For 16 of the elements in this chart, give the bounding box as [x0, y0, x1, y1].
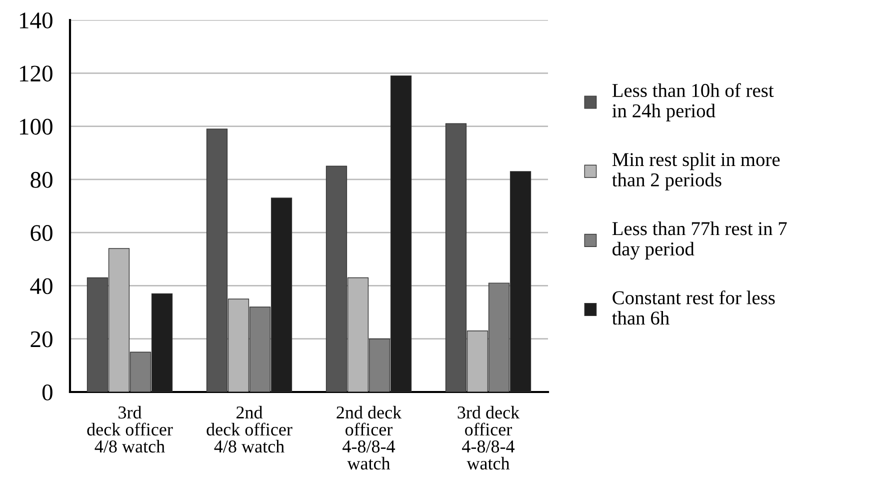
y-tick-label: 0 — [42, 384, 52, 400]
legend-label: Less than 10h of rest in 24h period — [612, 83, 774, 122]
y-tick-label: 60 — [30, 225, 52, 241]
legend-label: Less than 77h rest in 7 day period — [612, 222, 787, 260]
x-tick-label: 3rd deck officer 4-8/8-4 watch — [458, 406, 520, 470]
x-tick-label: 2nd deck officer 4/8 watch — [206, 406, 292, 453]
legend-label: Constant rest for less than 6h — [612, 290, 775, 325]
y-tick-label: 100 — [20, 118, 52, 135]
legend-label: Min rest split in more than 2 periods — [612, 152, 780, 190]
y-tick-label: 120 — [20, 66, 52, 82]
y-tick-label: 20 — [30, 331, 52, 348]
x-tick-label: 3rd deck officer 4/8 watch — [87, 406, 173, 453]
x-tick-label: 2nd deck officer 4-8/8-4 watch — [336, 406, 402, 470]
y-tick-label: 140 — [20, 12, 52, 28]
y-tick-label: 40 — [30, 278, 52, 294]
y-tick-label: 80 — [30, 172, 52, 188]
